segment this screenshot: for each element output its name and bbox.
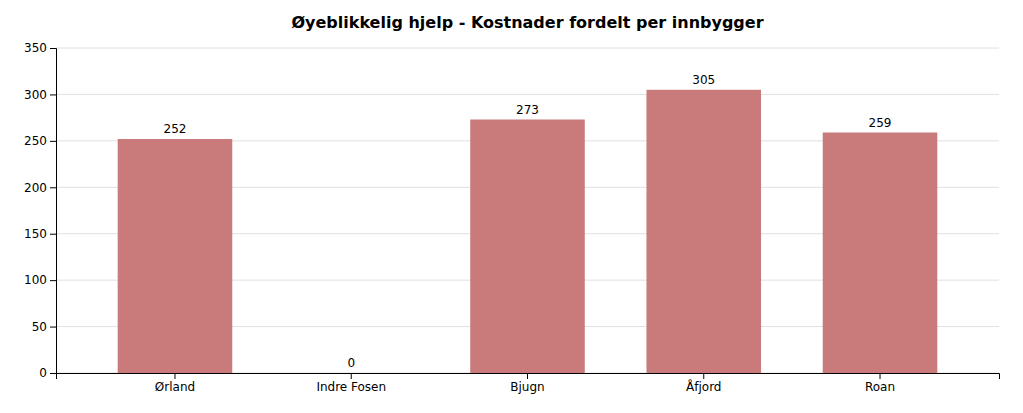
x-axis: Ørland Indre Fosen Bjugn Åfjord Roan (57, 373, 1000, 394)
y-tick-mark (50, 187, 56, 188)
y-tick-label: 350 (24, 41, 47, 55)
chart: Ørland Indre Fosen Bjugn Åfjord Roan 0 50 100 15… (0, 0, 1023, 413)
x-tick-label: Indre Fosen (316, 380, 386, 394)
grid-line (56, 48, 999, 49)
y-tick-label: 50 (32, 320, 47, 334)
x-tick: Ørland (155, 373, 195, 394)
grid (56, 48, 999, 373)
bar (823, 133, 938, 374)
y-tick-mark (50, 234, 56, 235)
x-tick-mark (527, 373, 528, 379)
y-tick-label: 200 (24, 181, 47, 195)
y-tick: 150 (24, 227, 56, 241)
x-tick: Indre Fosen (316, 373, 386, 394)
y-tick-label: 300 (24, 88, 47, 102)
x-tick-label: Ørland (155, 380, 195, 394)
bar (646, 90, 761, 373)
y-tick-mark (50, 141, 56, 142)
y-tick-label: 0 (39, 366, 47, 380)
bar (470, 120, 585, 374)
y-tick-label: 150 (24, 227, 47, 241)
y-tick: 0 (39, 366, 56, 380)
y-tick-label: 100 (24, 273, 47, 287)
x-tick-mark (880, 373, 881, 379)
title: Øyeblikkelig hjelp - Kostnader fordelt p… (291, 13, 763, 32)
grid-line (56, 94, 999, 95)
y-tick-mark (50, 280, 56, 281)
x-axis-line (57, 374, 1000, 380)
x-tick-mark (351, 373, 352, 379)
data-label: 273 (516, 103, 539, 117)
y-tick-mark (50, 327, 56, 328)
x-tick-mark (703, 373, 704, 379)
data-label: 259 (869, 116, 892, 130)
y-tick: 50 (32, 320, 56, 334)
data-label: 305 (692, 73, 715, 87)
x-tick: Roan (865, 373, 895, 394)
y-tick-mark (50, 94, 56, 95)
data-label: 0 (347, 356, 355, 370)
y-tick: 200 (24, 181, 56, 195)
x-tick-mark (174, 373, 175, 379)
y-tick: 250 (24, 134, 56, 148)
bar (294, 373, 409, 374)
bars (118, 90, 938, 373)
bar (118, 139, 233, 373)
data-label: 252 (164, 122, 187, 136)
y-axis-line (50, 49, 57, 374)
y-tick: 300 (24, 88, 56, 102)
plot: Ørland Indre Fosen Bjugn Åfjord Roan 0 50 100 15… (24, 41, 999, 393)
y-tick-mark (50, 373, 56, 374)
y-axis: 0 50 100 150 200 250 300 350 (24, 41, 56, 380)
x-tick-label: Bjugn (510, 380, 544, 394)
y-tick: 100 (24, 273, 56, 287)
y-tick-mark (50, 48, 56, 49)
y-tick-label: 250 (24, 134, 47, 148)
x-tick-label: Roan (865, 380, 895, 394)
data-labels: 252 0 273 305 259 (164, 73, 892, 370)
y-tick: 350 (24, 41, 56, 55)
x-tick-label: Åfjord (686, 379, 721, 394)
x-tick: Åfjord (686, 373, 721, 394)
x-tick: Bjugn (510, 373, 544, 394)
